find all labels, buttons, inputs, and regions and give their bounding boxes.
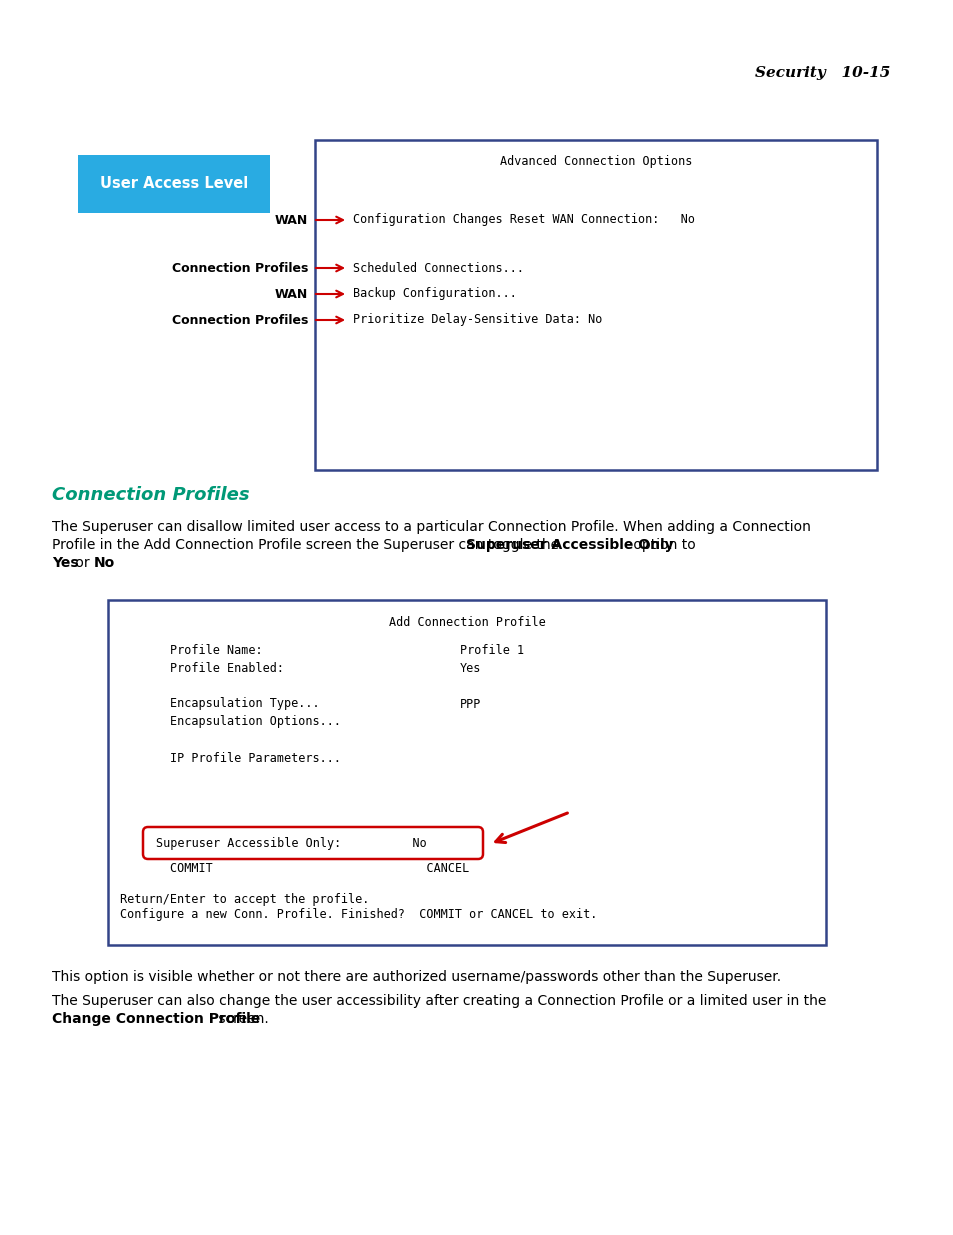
Text: IP Profile Parameters...: IP Profile Parameters...	[170, 752, 340, 764]
Text: COMMIT                              CANCEL: COMMIT CANCEL	[170, 862, 469, 874]
Text: Yes: Yes	[459, 662, 481, 674]
Text: Return/Enter to accept the profile.: Return/Enter to accept the profile.	[120, 893, 369, 906]
Text: Connection Profiles: Connection Profiles	[52, 487, 250, 504]
Text: .: .	[107, 556, 112, 571]
Text: The Superuser can also change the user accessibility after creating a Connection: The Superuser can also change the user a…	[52, 994, 825, 1008]
Text: Advanced Connection Options: Advanced Connection Options	[499, 156, 692, 168]
Text: The Superuser can disallow limited user access to a particular Connection Profil: The Superuser can disallow limited user …	[52, 520, 810, 534]
Text: Encapsulation Type...: Encapsulation Type...	[170, 698, 319, 710]
Text: Connection Profiles: Connection Profiles	[172, 314, 308, 326]
FancyBboxPatch shape	[143, 827, 482, 860]
Text: option to: option to	[628, 538, 695, 552]
Text: Prioritize Delay-Sensitive Data: No: Prioritize Delay-Sensitive Data: No	[353, 314, 601, 326]
Text: Profile Enabled:: Profile Enabled:	[170, 662, 284, 674]
Text: Yes: Yes	[52, 556, 78, 571]
Text: Superuser Accessible Only: Superuser Accessible Only	[466, 538, 674, 552]
Text: Backup Configuration...: Backup Configuration...	[353, 288, 517, 300]
Text: or: or	[71, 556, 94, 571]
Text: Add Connection Profile: Add Connection Profile	[388, 615, 545, 629]
Bar	[314, 140, 876, 471]
Text: This option is visible whether or not there are authorized username/passwords ot: This option is visible whether or not th…	[52, 969, 781, 984]
Text: Profile 1: Profile 1	[459, 643, 523, 657]
FancyArrowPatch shape	[315, 316, 342, 324]
Text: Configure a new Conn. Profile. Finished?  COMMIT or CANCEL to exit.: Configure a new Conn. Profile. Finished?…	[120, 908, 597, 921]
Bar	[108, 600, 825, 945]
Text: Encapsulation Options...: Encapsulation Options...	[170, 715, 340, 729]
FancyArrowPatch shape	[315, 290, 342, 298]
FancyArrowPatch shape	[315, 264, 342, 272]
Text: Change Connection Profile: Change Connection Profile	[52, 1011, 260, 1026]
Text: PPP: PPP	[459, 698, 481, 710]
Text: Profile in the Add Connection Profile screen the Superuser can toggle the: Profile in the Add Connection Profile sc…	[52, 538, 563, 552]
Text: Scheduled Connections...: Scheduled Connections...	[353, 262, 523, 274]
Text: WAN: WAN	[274, 214, 308, 226]
Text: User Access Level: User Access Level	[100, 177, 248, 191]
Text: Superuser Accessible Only:          No: Superuser Accessible Only: No	[156, 836, 426, 850]
FancyArrowPatch shape	[496, 813, 567, 842]
Text: Security   10-15: Security 10-15	[754, 65, 889, 80]
FancyBboxPatch shape	[78, 156, 270, 212]
Text: screen.: screen.	[214, 1011, 269, 1026]
Text: Connection Profiles: Connection Profiles	[172, 262, 308, 274]
Text: WAN: WAN	[274, 288, 308, 300]
Text: No: No	[93, 556, 115, 571]
FancyArrowPatch shape	[315, 216, 342, 224]
Text: Configuration Changes Reset WAN Connection:   No: Configuration Changes Reset WAN Connecti…	[353, 214, 695, 226]
Text: Profile Name:: Profile Name:	[170, 643, 262, 657]
